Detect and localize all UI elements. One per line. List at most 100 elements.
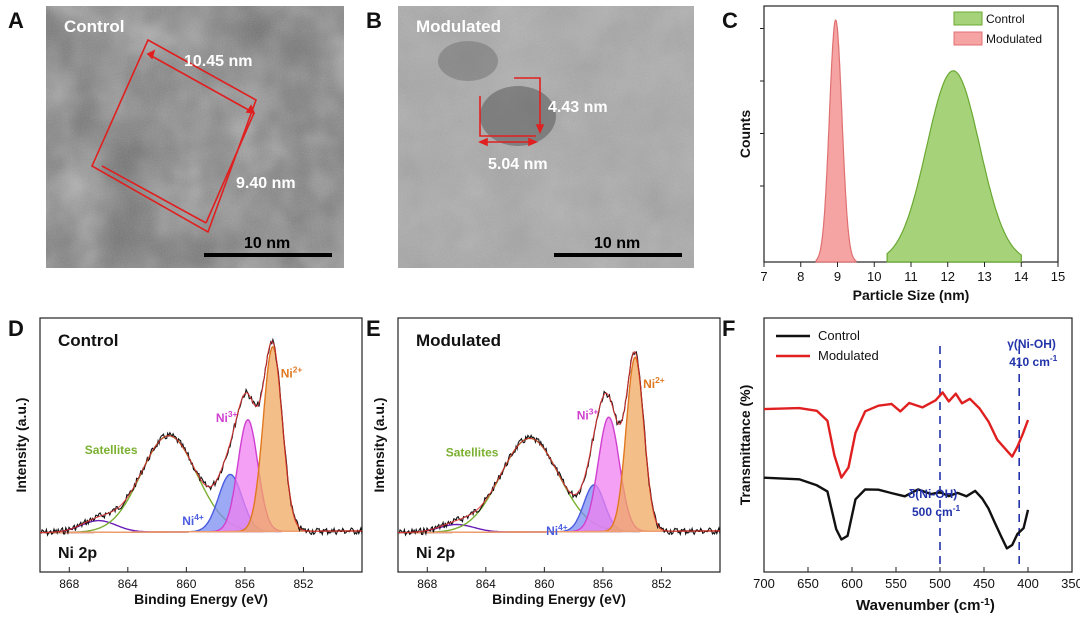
- chart-f-annot-delta-value-sup: -1: [953, 503, 961, 513]
- tem-a-dim1: 10.45 nm: [184, 53, 252, 70]
- chart-f-xlabel: Wavenumber (cm-1): [856, 596, 995, 614]
- chart-f-line-modulated: [763, 391, 1030, 479]
- chart-f-legend-label: Control: [818, 328, 860, 343]
- chart-f-annot-gamma-value-sup: -1: [1050, 353, 1058, 363]
- chart-d-peak-fill-0: [40, 346, 362, 533]
- chart-c-xtick-label: 15: [1051, 269, 1065, 284]
- chart-f-xtick-label: 350: [1061, 576, 1080, 591]
- chart-e-peak-fill-0: [398, 357, 720, 533]
- chart-d-label-ni4-base: Ni: [182, 514, 194, 528]
- chart-e-label-ni2-sup: 2+: [655, 375, 665, 385]
- chart-c-xtick-label: 11: [904, 269, 918, 284]
- chart-d-corner-label: Ni 2p: [58, 545, 97, 562]
- tem-b-title: Modulated: [416, 17, 501, 36]
- chart-d-label-ni4: Ni4+: [182, 512, 204, 528]
- chart-e-corner-label: Ni 2p: [416, 545, 455, 562]
- chart-c-area-control: [886, 70, 1022, 263]
- chart-e-label-ni4-sup: 4+: [558, 522, 568, 532]
- chart-d-frame: [39, 317, 363, 573]
- chart-e-xtick-label: 864: [476, 577, 496, 591]
- chart-f-xtick-label: 650: [797, 576, 819, 591]
- chart-e-xtick-label: 856: [593, 577, 613, 591]
- chart-f-annot-gamma-value-base: 410 cm: [1009, 355, 1050, 369]
- chart-e-label-ni2-base: Ni: [643, 377, 655, 391]
- chart-f-annot-gamma-value: 410 cm-1: [1009, 353, 1057, 369]
- tem-image-modulated: Modulated 4.43 nm 5.04 nm 10 nm: [398, 6, 694, 268]
- chart-d-peak-line-0: [40, 345, 362, 534]
- chart-d-label-satellites: Satellites: [85, 443, 138, 457]
- chart-c-legend-swatch: [953, 31, 983, 46]
- tem-b-scale-label: 10 nm: [594, 235, 640, 252]
- chart-d-xlabel: Binding Energy (eV): [134, 591, 268, 607]
- chart-c-legend-swatch: [953, 11, 983, 26]
- chart-e-ylabel: Intensity (a.u.): [371, 398, 387, 493]
- tem-a-dim2: 9.40 nm: [236, 175, 296, 192]
- tem-image-control: Control 10.45 nm 9.40 nm 10 nm: [46, 6, 344, 268]
- chart-f-annot-gamma: γ(Ni-OH): [1007, 337, 1056, 351]
- chart-c-xtick-label: 14: [1014, 269, 1028, 284]
- tem-b-scale-bar: [554, 253, 682, 257]
- tem-b-dim1: 4.43 nm: [548, 99, 608, 116]
- chart-d-label-ni4-sup: 4+: [194, 512, 204, 522]
- chart-d-label-satellites-base: Satellites: [85, 443, 138, 457]
- chart-e-envelope: [398, 351, 720, 534]
- panel-letter-b: B: [366, 8, 382, 33]
- chart-d-label-ni3-sup: 3+: [228, 409, 238, 419]
- chart-f-legend-label: Modulated: [818, 348, 879, 363]
- chart-d-xtick-label: 868: [59, 577, 79, 591]
- chart-c-xtick-label: 8: [797, 269, 804, 284]
- panel-letter-a: A: [8, 8, 24, 33]
- chart-f-xtick-label: 450: [973, 576, 995, 591]
- chart-e-xlabel: Binding Energy (eV): [492, 591, 626, 607]
- panel-letter-c: C: [722, 8, 738, 33]
- measure-box-control: [90, 38, 257, 234]
- chart-e-title: Modulated: [416, 331, 501, 350]
- chart-f-frame: [763, 317, 1073, 573]
- chart-e-label-ni3-sup: 3+: [589, 407, 599, 417]
- chart-d-xtick-label: 852: [293, 577, 313, 591]
- chart-e-frame: [397, 317, 721, 573]
- chart-f-xlabel-end: ): [990, 597, 995, 614]
- chart-f-annot-delta: δ(Ni-OH): [908, 487, 957, 501]
- chart-c-xtick-label: 9: [834, 269, 841, 284]
- chart-e-label-ni4-base: Ni: [546, 524, 558, 538]
- panel-letter-f: F: [722, 316, 736, 341]
- chart-c-area-modulated: [815, 19, 857, 263]
- chart-e-label-ni3: Ni3+: [577, 407, 599, 423]
- chart-c-ylabel: Counts: [737, 110, 753, 158]
- chart-d-label-ni3: Ni3+: [216, 409, 238, 425]
- panel-letter-d: D: [8, 316, 24, 341]
- chart-e-label-satellites: Satellites: [446, 445, 499, 459]
- chart-e-xtick-label: 852: [651, 577, 671, 591]
- chart-d-ylabel: Intensity (a.u.): [13, 398, 29, 493]
- chart-e-xtick-label: 860: [534, 577, 554, 591]
- chart-c-legend-label: Control: [986, 12, 1025, 26]
- chart-d-label-ni2-sup: 2+: [293, 364, 303, 374]
- chart-f-xlabel-sup: -1: [980, 596, 989, 608]
- chart-f-xtick-label: 550: [885, 576, 907, 591]
- panel-letter-e: E: [366, 316, 381, 341]
- tem-b-dim2: 5.04 nm: [488, 156, 548, 173]
- chart-c-xtick-label: 13: [977, 269, 991, 284]
- tem-a-scale-label: 10 nm: [244, 235, 290, 252]
- chart-f-xtick-label: 400: [1017, 576, 1039, 591]
- chart-d-label-ni2-base: Ni: [281, 366, 293, 380]
- chart-f-xtick-label: 700: [753, 576, 775, 591]
- chart-c-xtick-label: 10: [867, 269, 881, 284]
- chart-c-xtick-label: 12: [941, 269, 955, 284]
- chart-d-label-ni2: Ni2+: [281, 364, 303, 380]
- chart-e-label-ni4: Ni4+: [546, 522, 568, 538]
- tem-a-title: Control: [64, 17, 124, 36]
- chart-c-xlabel: Particle Size (nm): [853, 287, 970, 303]
- chart-d-title: Control: [58, 331, 118, 350]
- tem-a-scale-bar: [204, 253, 332, 257]
- chart-e-raw-data: [397, 351, 721, 537]
- chart-e-xtick-label: 868: [417, 577, 437, 591]
- chart-d-xtick-label: 856: [235, 577, 255, 591]
- chart-f-xtick-label: 600: [841, 576, 863, 591]
- chart-d-label-ni3-base: Ni: [216, 411, 228, 425]
- chart-f-line-control: [763, 476, 1030, 550]
- chart-c-xtick-label: 7: [760, 269, 767, 284]
- chart-d-xtick-label: 860: [176, 577, 196, 591]
